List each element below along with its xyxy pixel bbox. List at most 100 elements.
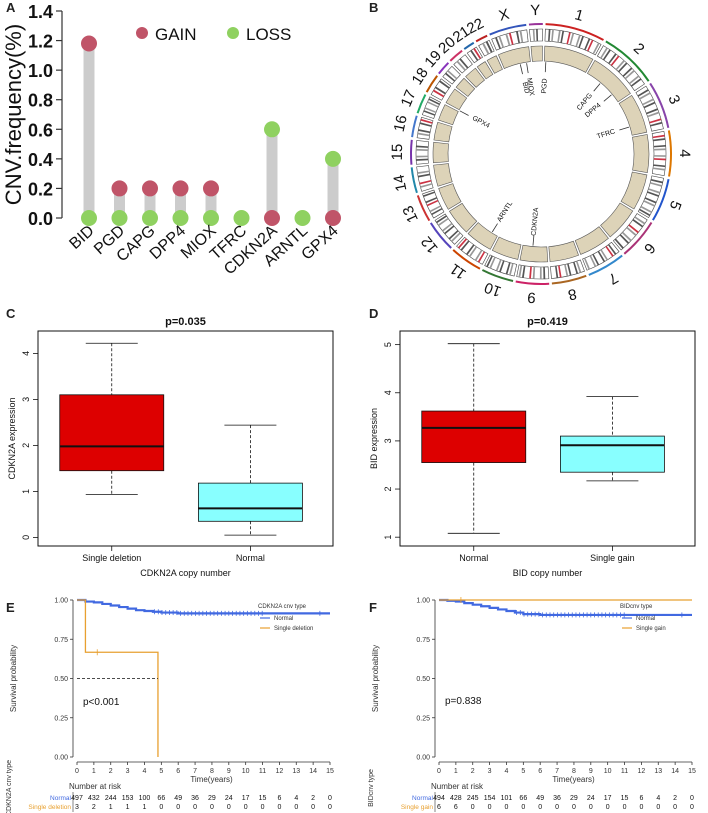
panel-b-ideogram-band: [486, 255, 493, 268]
panel-e-risk-row-label: Normal: [50, 795, 72, 802]
panel-b-gene-label: CDKN2A: [531, 207, 540, 236]
panel-a-y-tick-label: 0.6: [28, 120, 53, 140]
panel-b-ideogram-band: [532, 29, 536, 42]
panel-f-risk-count: 0: [555, 804, 559, 811]
panel-b-track: [530, 45, 543, 62]
panel-e-risk-count: 497: [71, 795, 83, 802]
panel-b-chromosome-label: 16: [391, 114, 411, 134]
panel-f-x-tick-label: 7: [555, 768, 559, 775]
panel-c-y-tick-label: 2: [21, 443, 31, 448]
panel-f-risk-count: 0: [623, 804, 627, 811]
panel-b-ideogram-band: [432, 89, 445, 98]
panel-b-ideogram-band: [548, 29, 551, 42]
panel-b-ideogram-band: [499, 260, 505, 273]
panel-f-legend-label: Single gain: [636, 626, 666, 632]
panel-b-chromosome-arc: [411, 115, 418, 138]
panel-f-risk-count: 101: [501, 795, 513, 802]
panel-b-track: [476, 61, 494, 80]
panel-b-ideogram-band: [653, 144, 666, 148]
panel-b-ideogram-band: [650, 179, 663, 184]
panel-b-ideogram-band: [434, 86, 446, 95]
panel-b-ideogram-band: [495, 259, 502, 272]
panel-b-ideogram-band: [586, 39, 594, 52]
panel-b-ideogram-band: [416, 158, 429, 161]
panel-f-risk-count: 0: [690, 795, 694, 802]
panel-e-risk-count: 0: [193, 804, 197, 811]
panel-e-risk-count: 0: [210, 804, 214, 811]
panel-b-chromosome-label: 12: [418, 233, 442, 257]
panel-f-risk-count: 0: [471, 804, 475, 811]
panel-b-gene-connector: [544, 62, 547, 73]
panel-c-x-axis-label: CDKN2A copy number: [140, 568, 231, 578]
panel-e-legend-title: CDKN2A cnv type: [258, 604, 307, 610]
panel-b-ideogram-band: [416, 148, 429, 151]
panel-a-stem: [327, 158, 339, 218]
panel-b-ideogram-band: [485, 41, 493, 53]
panel-b-ideogram-band: [619, 234, 630, 244]
panel-b-ideogram-band: [610, 55, 620, 67]
panel-e-p-value: p<0.001: [83, 697, 120, 708]
panel-f-x-tick-label: 9: [589, 768, 593, 775]
panel-a-gain-point: [111, 180, 128, 197]
panel-b-ideogram-band: [626, 226, 637, 236]
panel-a-gain-point: [142, 180, 158, 197]
panel-a-stem: [175, 188, 186, 218]
panel-e-risk-count: 0: [311, 804, 315, 811]
panel-a-legend-loss-label: LOSS: [246, 25, 291, 44]
panel-b-ideogram-band: [498, 35, 505, 48]
panel-c-plot-frame: [37, 330, 334, 547]
panel-b-ideogram-band: [597, 250, 606, 263]
panel-a-legend-gain-label: GAIN: [155, 25, 197, 44]
panel-b-ideogram: [529, 28, 544, 42]
panel-b-ideogram-band: [558, 265, 562, 278]
panel-b-ideogram-band: [647, 111, 660, 118]
panel-f-risk-count: 245: [467, 795, 479, 802]
panel-b-ideogram-band: [460, 240, 470, 251]
panel-b-ideogram-band: [444, 72, 456, 82]
panel-b-ideogram-band: [592, 42, 600, 55]
panel-e-x-tick-label: 7: [193, 768, 197, 775]
panel-c-boxplot: p=0.035 0 1 2 3 4 CDKN2A expression Single dele…: [7, 316, 334, 578]
panel-b-track: [438, 183, 462, 210]
panel-f-risk-count: 0: [538, 804, 542, 811]
panel-b-track: [600, 202, 634, 238]
panel-label-f: F: [369, 600, 377, 615]
panel-b-chromosome-arc: [667, 130, 672, 177]
panel-f-risk-count: 17: [604, 795, 612, 802]
panel-b-chromosome-label: 5: [666, 198, 685, 212]
panel-b-ideogram-band: [435, 215, 447, 224]
panel-b-chromosome-label: 8: [566, 285, 578, 303]
panel-b-ideogram-band: [617, 62, 628, 73]
panel-b-chromosome-arc: [475, 34, 488, 43]
panel-b-ideogram-band: [584, 38, 591, 51]
panel-e-km-plot: 0.000.250.500.751.000 1 2 3 4 5 6 7 8 9 10 11 12 13 14…: [6, 598, 334, 813]
panel-a-gain-point: [325, 210, 341, 226]
panel-b-chromosome-label: 6: [640, 239, 658, 256]
panel-e-x-tick-label: 15: [326, 768, 334, 775]
panel-b-ideogram-band: [624, 70, 635, 80]
panel-label-c: C: [6, 306, 16, 321]
panel-e-x-tick-label: 1: [92, 768, 96, 775]
panel-e-x-tick-label: 13: [292, 768, 300, 775]
panel-e-risk-count: 1: [143, 804, 147, 811]
panel-b-chromosome-arc: [551, 274, 587, 285]
panel-a-loss-point: [203, 210, 219, 226]
panel-e-x-tick-label: 9: [227, 768, 231, 775]
panel-b-gene-connector: [491, 223, 498, 233]
panel-c-x-tick-label: Single deletion: [82, 553, 141, 563]
panel-e-risk-count: 0: [176, 804, 180, 811]
panel-b-ideogram-band: [431, 207, 443, 216]
panel-f-y-tick-label: 0.50: [416, 676, 430, 683]
panel-f-x-tick-label: 4: [505, 768, 509, 775]
panel-b-chromosome-label: 18: [409, 65, 432, 88]
panel-f-risk-count: 0: [521, 804, 525, 811]
panel-b-ideogram-band: [532, 266, 536, 279]
panel-e-x-tick-label: 2: [109, 768, 113, 775]
panel-f-risk-count: 428: [450, 795, 462, 802]
panel-b-ideogram-band: [519, 30, 524, 43]
panel-b-ideogram-band: [607, 244, 617, 255]
panel-f-y-tick-label: 0.00: [416, 755, 430, 762]
panel-label-e: E: [6, 600, 15, 615]
panel-c-y-tick-label: 4: [21, 351, 31, 356]
panel-f-x-tick-label: 5: [521, 768, 525, 775]
